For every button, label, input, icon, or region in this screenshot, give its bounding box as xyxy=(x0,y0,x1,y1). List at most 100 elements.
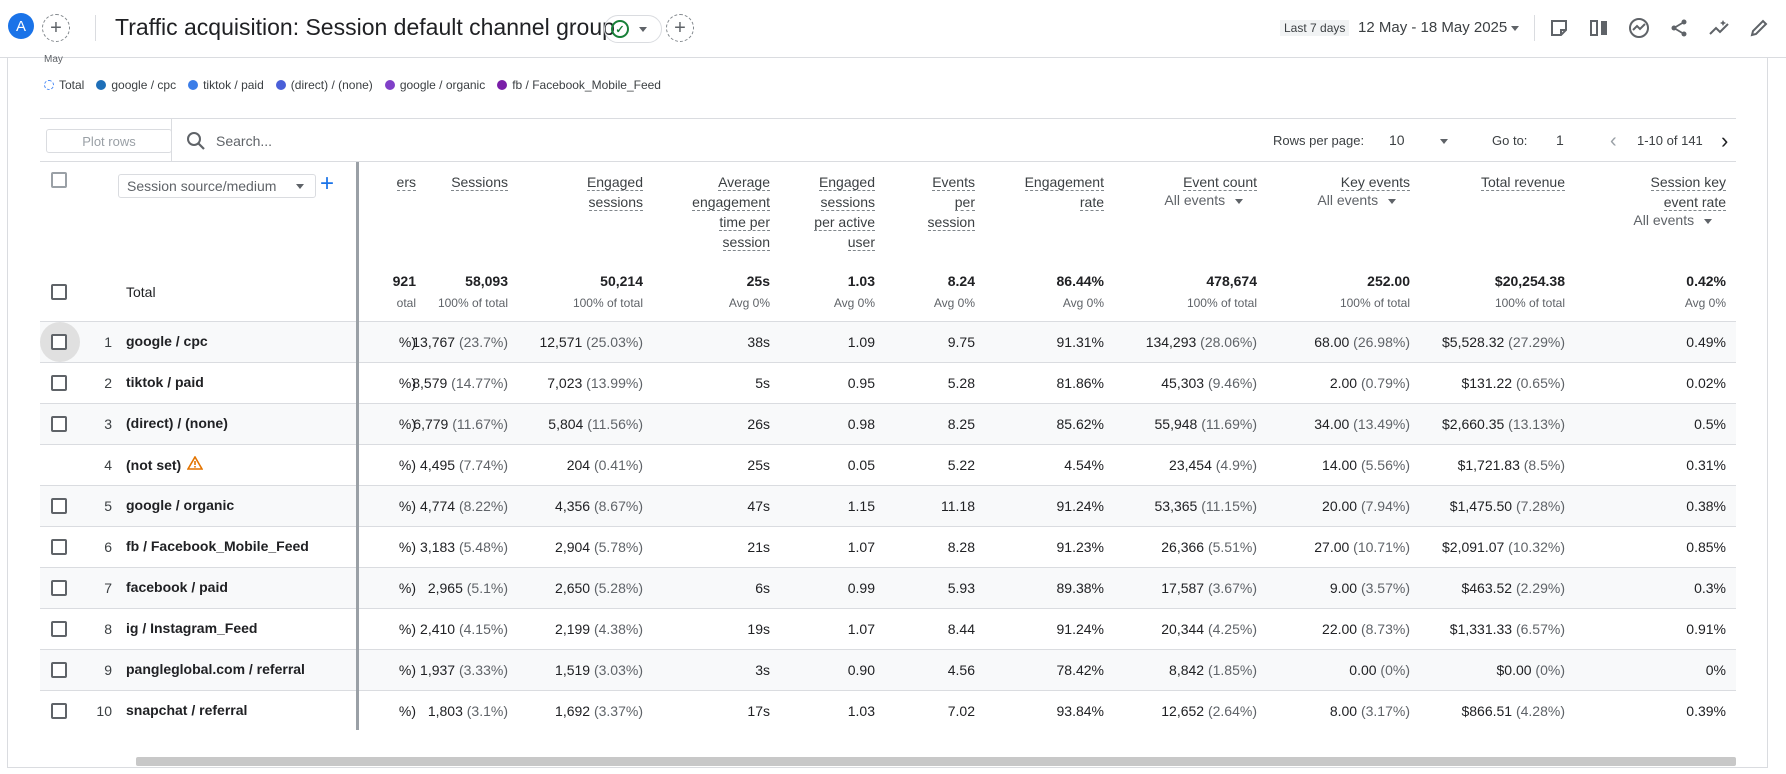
row-checkbox[interactable] xyxy=(51,662,67,678)
top-bar: A + Traffic acquisition: Session default… xyxy=(0,0,1786,58)
insights-icon[interactable] xyxy=(1627,16,1651,40)
horizontal-scrollbar[interactable] xyxy=(136,757,1736,766)
row-dimension[interactable]: snapchat / referral xyxy=(126,702,248,718)
metric-filter-dropdown[interactable]: All events xyxy=(1280,192,1410,208)
add-dimension-icon[interactable]: + xyxy=(320,170,335,197)
row-checkbox[interactable] xyxy=(51,416,67,432)
column-header-key-events[interactable]: Key events xyxy=(1340,174,1410,191)
column-header-users-cut[interactable]: ers xyxy=(396,174,416,191)
column-header-avg-time[interactable]: Average engagement time per session xyxy=(692,174,770,251)
cell-key-events: 22.00 (8.73%) xyxy=(1322,621,1410,637)
cell-events-per: 8.25 xyxy=(947,416,975,432)
legend-item[interactable]: google / cpc xyxy=(96,78,176,92)
row-checkbox[interactable] xyxy=(51,375,67,391)
date-preset-badge[interactable]: Last 7 days xyxy=(1280,20,1350,36)
row-dimension[interactable]: fb / Facebook_Mobile_Feed xyxy=(126,538,309,554)
legend-dot-icon xyxy=(384,80,395,90)
table-row[interactable]: 9 pangleglobal.com / referral%) 1,937 (3.3… xyxy=(40,649,1736,690)
chevron-down-icon[interactable] xyxy=(296,184,304,189)
row-number: 1 xyxy=(104,334,112,350)
cell-cut: %) xyxy=(398,457,416,473)
share-icon[interactable] xyxy=(1667,16,1691,40)
row-dimension[interactable]: google / cpc xyxy=(126,333,208,349)
row-dimension[interactable]: facebook / paid xyxy=(126,579,228,595)
row-checkbox[interactable] xyxy=(51,334,67,350)
plot-rows-button[interactable]: Plot rows xyxy=(46,129,172,153)
date-range-picker[interactable]: 12 May - 18 May 2025 xyxy=(1358,19,1508,36)
column-header-eng-per-user[interactable]: Engaged sessions per active user xyxy=(814,174,875,251)
add-report-button[interactable]: + xyxy=(666,14,694,42)
table-row[interactable]: 5 google / organic%) 4,774 (8.22%) 4,356 (8… xyxy=(40,485,1736,526)
legend-item[interactable]: fb / Facebook_Mobile_Feed xyxy=(497,78,661,92)
column-header-revenue[interactable]: Total revenue xyxy=(1480,174,1565,191)
row-checkbox[interactable] xyxy=(51,703,67,719)
column-header-key-rate[interactable]: Session key event rate xyxy=(1650,174,1726,211)
table-row[interactable]: 3 (direct) / (none)%) 6,779 (11.67%) 5,804 … xyxy=(40,403,1736,444)
rows-per-page-select[interactable]: 10 xyxy=(1389,132,1405,148)
next-page-icon[interactable]: › xyxy=(1721,128,1729,153)
table-row[interactable]: 2 tiktok / paid%) 8,579 (14.77%) 7,023 (13.… xyxy=(40,362,1736,403)
report-status-dropdown[interactable]: ✓ xyxy=(604,15,662,43)
warning-icon[interactable] xyxy=(186,455,204,473)
chevron-down-icon[interactable] xyxy=(1440,139,1448,144)
legend-item[interactable]: google / organic xyxy=(384,78,486,92)
row-checkbox[interactable] xyxy=(51,539,67,555)
legend-dot-icon xyxy=(275,80,286,90)
row-dimension[interactable]: (direct) / (none) xyxy=(126,415,228,431)
row-dimension[interactable]: ig / Instagram_Feed xyxy=(126,620,258,636)
note-icon[interactable] xyxy=(1547,16,1571,40)
cell-eng-rate: 78.42% xyxy=(1056,662,1104,678)
table-row[interactable]: 10 snapchat / referral%) 1,803 (3.1%) 1,692… xyxy=(40,690,1736,731)
row-dimension[interactable]: pangleglobal.com / referral xyxy=(126,661,305,677)
cell-avg-time: 3s xyxy=(755,662,770,678)
frozen-column-divider[interactable] xyxy=(356,162,359,730)
cell-events-per: 5.22 xyxy=(947,457,975,473)
total-sub: 100% of total xyxy=(1186,296,1257,310)
cell-engaged: 12,571 (25.03%) xyxy=(539,334,643,350)
cell-cut: %) xyxy=(398,703,416,719)
compare-icon[interactable] xyxy=(1587,16,1611,40)
row-dimension[interactable]: tiktok / paid xyxy=(126,374,204,390)
edit-pencil-icon[interactable] xyxy=(1747,16,1771,40)
table-row[interactable]: 6 fb / Facebook_Mobile_Feed%) 3,183 (5.48%… xyxy=(40,526,1736,567)
column-header-events-per[interactable]: Events per session xyxy=(927,174,975,231)
chevron-down-icon[interactable] xyxy=(1511,26,1519,31)
legend-item[interactable]: Total xyxy=(44,78,84,92)
cell-key-rate: 0.85% xyxy=(1686,539,1726,555)
cell-eng-rate: 81.86% xyxy=(1056,375,1104,391)
total-sub: 100% of total xyxy=(572,296,643,310)
table-row[interactable]: 1 google / cpc%) 13,767 (23.7%) 12,571 (25.… xyxy=(40,321,1736,362)
row-checkbox[interactable] xyxy=(51,580,67,596)
cell-revenue: $1,721.83 (8.5%) xyxy=(1457,457,1565,473)
previous-page-icon[interactable]: ‹ xyxy=(1610,130,1617,152)
table-row[interactable]: 8 ig / Instagram_Feed%) 2,410 (4.15%) 2,199… xyxy=(40,608,1736,649)
cell-engaged: 2,650 (5.28%) xyxy=(555,580,643,596)
column-header-sessions[interactable]: Sessions xyxy=(451,174,508,191)
table-row[interactable]: 4 (not set)%) 4,495 (7.74%) 204 (0.41%) 25s 0… xyxy=(40,444,1736,485)
cell-engaged: 5,804 (11.56%) xyxy=(548,416,643,432)
legend-item[interactable]: (direct) / (none) xyxy=(275,78,373,92)
cell-key-rate: 0.02% xyxy=(1686,375,1726,391)
legend-label: google / organic xyxy=(399,78,486,92)
avatar[interactable]: A xyxy=(8,13,34,39)
cell-engaged: 4,356 (8.67%) xyxy=(555,498,643,514)
goto-page-input[interactable]: 1 xyxy=(1556,132,1564,148)
add-comparison-button[interactable]: + xyxy=(42,14,70,42)
row-dimension[interactable]: google / organic xyxy=(126,497,235,513)
metric-filter-dropdown[interactable]: All events xyxy=(1117,192,1257,208)
card-border xyxy=(7,767,1768,768)
column-header-event-count[interactable]: Event count xyxy=(1183,174,1257,191)
column-header-engaged[interactable]: Engaged sessions xyxy=(586,174,643,211)
table-row[interactable]: 7 facebook / paid%) 2,965 (5.1%) 2,650 (5.2… xyxy=(40,567,1736,608)
column-header-eng-rate[interactable]: Engagement rate xyxy=(1024,174,1104,211)
total-value: $20,254.38 xyxy=(1494,273,1565,289)
dimension-select[interactable]: Session source/medium xyxy=(118,174,316,198)
select-all-checkbox[interactable] xyxy=(51,284,67,300)
row-checkbox[interactable] xyxy=(51,621,67,637)
row-checkbox[interactable] xyxy=(51,498,67,514)
trend-sparkle-icon[interactable] xyxy=(1707,16,1731,40)
search-input[interactable] xyxy=(216,129,476,153)
row-dimension[interactable]: (not set) xyxy=(126,455,204,473)
metric-filter-dropdown[interactable]: All events xyxy=(1596,212,1726,228)
legend-item[interactable]: tiktok / paid xyxy=(188,78,264,92)
